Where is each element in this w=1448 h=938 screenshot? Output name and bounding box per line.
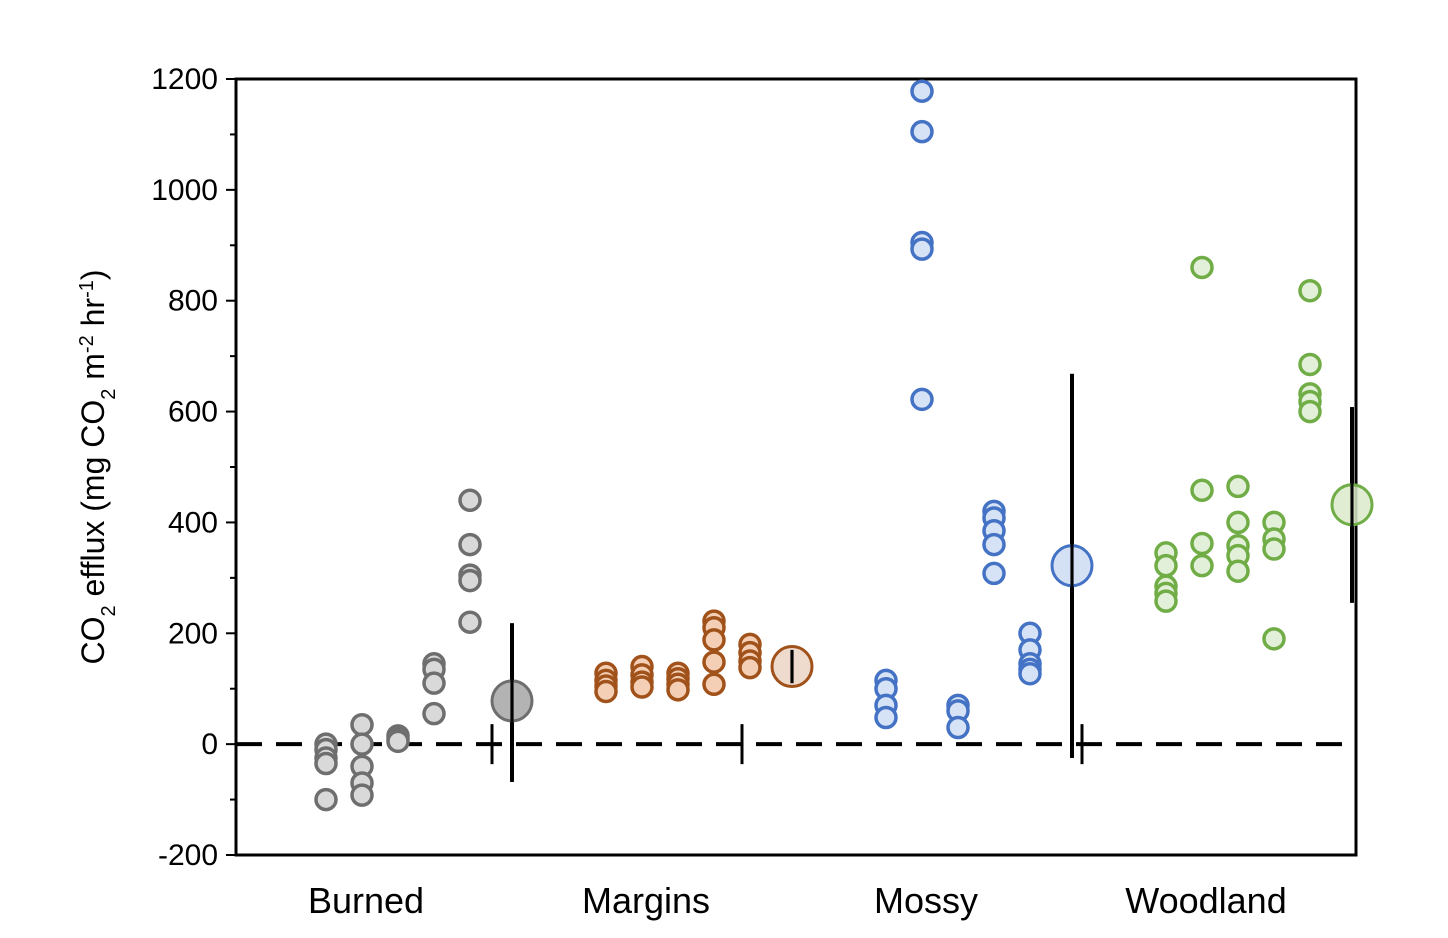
data-point [1298, 399, 1322, 424]
data-point [702, 650, 726, 674]
data-point [1190, 553, 1214, 578]
y-axis-label-part: CO [75, 617, 111, 665]
data-point [1298, 352, 1322, 377]
data-point [910, 119, 934, 144]
y-axis-label-part: hr [75, 298, 111, 336]
y-tick-label: 800 [168, 285, 218, 318]
data-point [1154, 589, 1178, 613]
data-point [350, 783, 374, 807]
y-tick-label: -200 [158, 839, 218, 872]
y-tick-label: 1000 [151, 174, 218, 207]
y-tick-label: 400 [168, 506, 218, 539]
y-axis-label-part: m [75, 353, 111, 389]
y-axis-label-part: ) [75, 269, 111, 280]
data-point [1262, 537, 1286, 561]
data-point [386, 729, 410, 754]
y-axis-label: CO2 efflux (mg CO2 m-2 hr-1) [75, 269, 120, 664]
data-point [1298, 278, 1322, 303]
data-point [1226, 474, 1250, 499]
y-tick-label: 1200 [151, 63, 218, 96]
data-point [458, 568, 482, 593]
data-point [982, 532, 1006, 557]
data-point [594, 679, 618, 704]
data-point [946, 715, 970, 740]
category-label: Woodland [1125, 880, 1286, 921]
data-points [314, 79, 1322, 812]
category-label: Margins [582, 880, 710, 921]
data-point [1190, 531, 1214, 556]
data-point [422, 671, 446, 695]
data-point [458, 532, 482, 557]
y-tick-label: 0 [201, 728, 218, 761]
data-point [314, 751, 338, 776]
data-point [874, 705, 898, 730]
y-tick-label: 600 [168, 396, 218, 429]
category-label: Mossy [874, 880, 978, 921]
y-tick-label: 200 [168, 617, 218, 650]
data-point [666, 678, 690, 702]
data-point [458, 610, 482, 634]
data-point [630, 675, 654, 699]
y-axis-label-part: -2 [76, 335, 98, 353]
data-point [702, 628, 726, 652]
data-point [1190, 255, 1214, 280]
group-means [490, 373, 1374, 782]
data-point [1262, 627, 1286, 651]
data-point [702, 672, 726, 697]
y-axis-label-part: efflux (mg CO [75, 400, 111, 606]
data-point [982, 561, 1006, 586]
data-point [1226, 510, 1250, 535]
data-point [1190, 478, 1214, 503]
y-axis-label-part: 2 [98, 605, 120, 616]
data-point [314, 787, 338, 812]
data-point [910, 387, 934, 412]
data-point [910, 237, 934, 261]
axes: -200 0 200 400 600 800 1000 1200 Burned Margins Mo… [151, 63, 1286, 921]
data-point [422, 701, 446, 726]
data-point [738, 655, 762, 680]
y-axis-label-part: -1 [76, 280, 98, 298]
data-point [1226, 559, 1250, 583]
data-point [1018, 661, 1042, 686]
data-point [458, 488, 482, 513]
y-axis-label-part: 2 [98, 389, 120, 400]
data-point [350, 712, 374, 737]
data-point [350, 732, 374, 756]
category-label: Burned [308, 880, 424, 921]
data-point [910, 79, 934, 103]
data-point [1154, 553, 1178, 578]
